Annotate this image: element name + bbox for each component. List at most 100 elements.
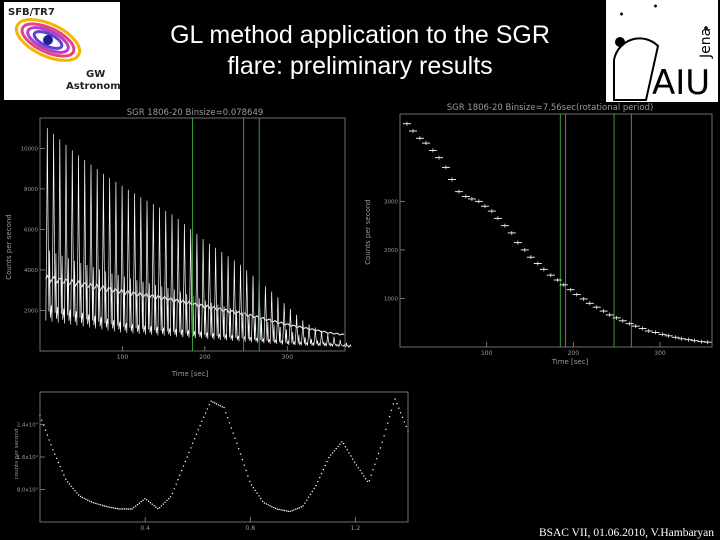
chart3-point: [361, 472, 363, 474]
aiu-jena-logo: AIU Jena: [606, 0, 718, 102]
chart2-xtick-label: 200: [568, 350, 580, 357]
light-curve-chart: SGR 1806-20 Binsize=0.078649 Counts per …: [0, 102, 360, 380]
chart3-point: [160, 505, 163, 507]
chart3-point: [263, 502, 266, 504]
chart3-point: [177, 479, 179, 481]
chart3-point: [162, 503, 164, 505]
binned-rotational-chart: SGR 1806-20 Binsize=7.56sec(rotational p…: [360, 102, 720, 372]
chart3-point: [221, 406, 223, 408]
chart3-point: [68, 483, 71, 485]
chart3-point: [324, 464, 326, 467]
chart3-point: [234, 437, 236, 439]
chart3-point: [363, 475, 365, 477]
logo-left-line3: Astronomy: [66, 81, 120, 92]
chart3-point: [352, 458, 354, 460]
chart3-point: [396, 403, 398, 405]
chart3-point: [79, 495, 82, 498]
chart3-point: [335, 447, 337, 450]
chart3-point: [284, 509, 286, 512]
chart3-point: [212, 401, 214, 403]
chart3-point: [89, 500, 91, 502]
chart3-point: [289, 510, 291, 513]
chart3-point: [179, 474, 181, 476]
chart3-point: [206, 408, 209, 410]
chart3-point: [175, 483, 177, 485]
chart3-point: [368, 480, 371, 482]
chart3-point: [366, 480, 369, 483]
chart3-point: [296, 507, 299, 510]
chart3-point: [295, 508, 297, 510]
chart3-point: [120, 508, 122, 510]
chart3-point: [269, 505, 271, 507]
chart3-point: [293, 509, 295, 511]
chart3-point: [260, 497, 262, 500]
chart1-ytick-label: 4000: [24, 268, 38, 274]
chart3-point: [374, 463, 376, 465]
chart3-point: [250, 484, 253, 486]
chart3-point: [201, 420, 203, 423]
chart3-point: [57, 461, 60, 464]
chart3-point: [186, 456, 188, 458]
chart3-point: [370, 474, 372, 476]
chart3-point: [192, 442, 194, 444]
chart3-point: [164, 501, 166, 503]
chart3-point: [109, 506, 111, 508]
chart3-point: [392, 403, 394, 405]
chart3-point: [225, 412, 227, 414]
logo-left-line2: GW: [86, 69, 105, 80]
logo-left-line1: SFB/TR7: [8, 7, 55, 18]
chart3-point: [311, 490, 313, 493]
chart3-point: [123, 508, 126, 510]
chart3-point: [254, 489, 256, 492]
footer-credit: BSAC VII, 01.06.2010, V.Hambaryan: [538, 527, 714, 539]
chart3-point: [85, 498, 87, 500]
chart3-point: [376, 458, 378, 460]
chart3-point: [59, 465, 61, 468]
chart3-point: [190, 447, 192, 449]
chart3-point: [100, 504, 102, 506]
chart3-point: [122, 508, 124, 510]
chart3-point: [166, 499, 168, 502]
chart3-point: [342, 442, 345, 445]
pulse-profile-chart: counts per second 0.4 0.8 1.2 8.0x10³ 1.6x10…: [0, 382, 420, 540]
chart3-point: [41, 419, 43, 421]
chart3-point: [276, 508, 279, 510]
chart3-point: [247, 475, 249, 477]
chart3-point: [169, 496, 172, 498]
chart3-point: [127, 508, 129, 510]
chart3-point: [144, 498, 146, 500]
chart3-point: [217, 404, 220, 406]
chart3-point: [214, 402, 216, 404]
chart3-point: [337, 445, 339, 448]
chart3-point: [155, 506, 157, 508]
chart2-ytick-label: 1000: [384, 296, 398, 302]
chart3-point: [72, 487, 74, 490]
chart3-point: [54, 453, 56, 455]
chart3-point: [350, 455, 352, 457]
chart3-xtick-label: 0.4: [140, 525, 150, 532]
chart3-point: [219, 405, 221, 407]
chart3-point: [287, 510, 290, 512]
chart3-point: [398, 407, 400, 409]
chart2-xtick-label: 300: [654, 350, 666, 357]
chart3-point: [133, 506, 135, 509]
chart3-point: [256, 492, 258, 494]
chart3-point: [135, 505, 137, 507]
chart3-point: [199, 424, 201, 427]
chart3-point: [125, 508, 128, 510]
chart1-ylabel: Counts per second: [5, 214, 13, 279]
chart3-point: [243, 464, 245, 466]
chart3-point: [103, 505, 106, 507]
chart3-point: [118, 508, 120, 510]
chart3-point: [385, 428, 387, 431]
chart2-xtick-label: 100: [481, 350, 493, 357]
logo-right-text: AIU: [652, 63, 710, 102]
logo-swirl-icon: [14, 18, 82, 62]
chart3-point: [341, 441, 343, 443]
chart3-point: [184, 460, 187, 463]
chart3-point: [149, 502, 152, 504]
chart3-point: [50, 444, 52, 446]
chart3-point: [70, 485, 73, 487]
chart3-point: [77, 494, 80, 496]
chart3-point: [304, 502, 306, 504]
